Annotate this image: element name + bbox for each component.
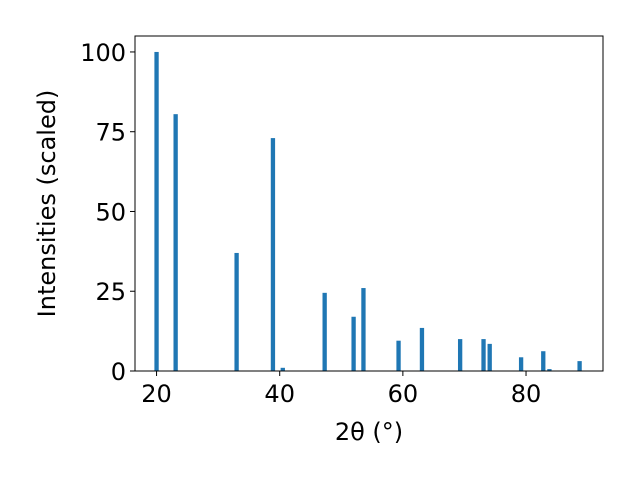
bar [351,316,356,371]
y-axis-ticks: 0 25 50 75 100 [80,39,135,386]
bar [154,51,159,371]
bar [270,138,276,371]
bar [234,252,239,371]
bar [280,367,285,371]
x-axis-label: 2θ (°) [335,418,403,446]
y-tick-label: 25 [95,278,126,306]
y-tick-label: 100 [80,39,126,67]
bar [487,343,492,371]
bar [577,361,582,371]
bar [518,357,524,371]
x-tick-label: 40 [264,380,295,408]
x-tick-label: 20 [141,380,172,408]
bar [322,292,327,371]
x-axis-ticks: 20 40 60 80 [141,371,541,408]
x-tick-label: 80 [511,380,542,408]
y-axis-label: Intensities (scaled) [33,90,61,318]
y-tick-label: 75 [95,119,126,147]
bar [541,351,546,371]
bar [173,114,178,372]
bar [481,339,486,371]
bar [361,288,366,371]
plot-frame [134,35,604,372]
bar [396,340,401,371]
bar [457,339,463,371]
y-tick-label: 0 [111,358,126,386]
bar [419,327,425,371]
bars-group [154,51,582,372]
y-tick-label: 50 [95,198,126,226]
x-tick-label: 60 [388,380,419,408]
bar [547,369,552,371]
